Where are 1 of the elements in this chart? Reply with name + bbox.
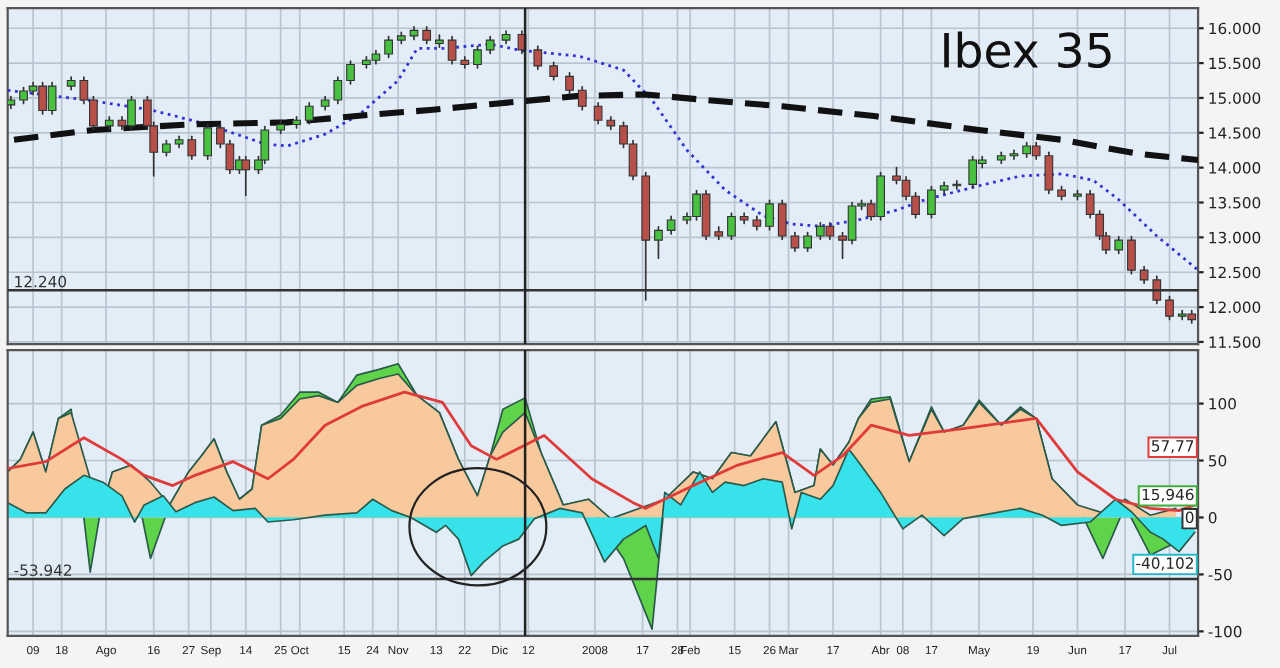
chart-title: Ibex 35 xyxy=(944,31,1111,69)
